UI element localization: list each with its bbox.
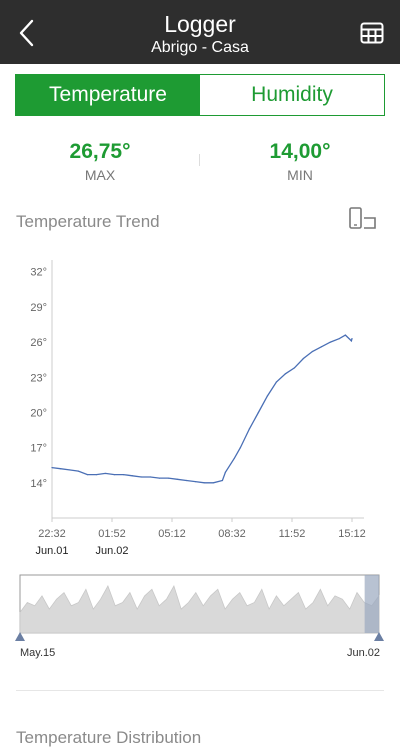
app-header: Logger Abrigo - Casa	[0, 0, 400, 64]
x-axis-ticks: 22:32 01:52 05:12 08:32 11:52 15:12	[38, 518, 366, 540]
chart-axes	[51, 260, 364, 519]
series-point	[68, 469, 70, 471]
series-point	[338, 337, 340, 340]
series-point	[131, 475, 133, 477]
x-date-label: Jun.02	[95, 545, 128, 557]
series-point	[311, 350, 313, 353]
x-tick-label: 22:32	[38, 528, 66, 540]
series-point	[320, 346, 322, 348]
series-point	[224, 471, 226, 473]
table-view-button[interactable]	[360, 21, 384, 45]
series-point	[77, 470, 79, 472]
back-button[interactable]	[14, 18, 42, 48]
series-point	[140, 476, 142, 478]
series-point	[158, 477, 160, 479]
x-date-label: Jun.01	[35, 545, 68, 557]
navigator-selection[interactable]	[364, 575, 379, 633]
series-point	[350, 340, 352, 342]
x-tick-label: 15:12	[338, 528, 366, 540]
series-point	[176, 478, 178, 480]
y-tick-label: 14°	[30, 478, 47, 490]
y-tick-label: 23°	[30, 372, 47, 384]
stats-divider	[199, 154, 200, 166]
series-point	[95, 474, 97, 476]
series-point	[122, 474, 124, 476]
temperature-trend-chart: 32° 29° 26° 23° 20° 17° 14° 22:32 01:52 05:12 08:…	[30, 260, 366, 557]
max-stat: 26,75° MAX	[0, 138, 200, 184]
navigator-end-label: Jun.02	[347, 647, 380, 659]
y-tick-label: 20°	[30, 407, 47, 419]
series-point	[351, 337, 353, 340]
tab-temperature[interactable]: Temperature	[16, 75, 200, 115]
series-point	[221, 479, 223, 482]
navigator-left-handle[interactable]	[15, 632, 25, 641]
y-tick-label: 17°	[30, 443, 47, 455]
chevron-left-icon	[19, 19, 34, 47]
x-tick-label: 11:52	[279, 528, 306, 540]
series-point	[185, 479, 187, 482]
y-tick-label: 29°	[30, 302, 47, 314]
series-point	[149, 476, 151, 478]
series-point	[239, 447, 241, 449]
min-value: 14,00°	[269, 140, 331, 163]
series-point	[86, 474, 88, 476]
series-point	[275, 381, 277, 383]
series-point	[233, 457, 235, 459]
series-point	[266, 395, 268, 397]
y-tick-label: 32°	[30, 267, 47, 279]
section-divider	[16, 690, 384, 691]
stats-summary: 26,75° MAX 14,00° MIN	[0, 138, 400, 190]
table-grid-icon	[360, 22, 384, 44]
temperature-series-line	[51, 334, 353, 484]
temperature-series-points	[51, 334, 353, 484]
max-value: 26,75°	[69, 140, 131, 163]
series-point	[302, 357, 304, 360]
series-point	[293, 367, 295, 369]
x-axis-date-labels: Jun.01 Jun.02	[35, 545, 128, 557]
series-point	[167, 477, 169, 479]
range-navigator[interactable]: May.15 Jun.02	[0, 570, 400, 665]
series-point	[284, 373, 286, 375]
series-point	[113, 474, 115, 476]
min-stat: 14,00° MIN	[200, 138, 400, 184]
series-point	[194, 481, 196, 483]
series-point	[344, 334, 346, 336]
distribution-title: Temperature Distribution	[16, 728, 202, 747]
y-tick-label: 26°	[30, 337, 47, 349]
header-titles: Logger Abrigo - Casa	[60, 10, 340, 58]
navigator-start-label: May.15	[20, 647, 55, 659]
series-point	[248, 428, 250, 430]
series-point	[104, 472, 106, 475]
landscape-toggle-button[interactable]	[348, 207, 378, 231]
max-label: MAX	[84, 167, 116, 183]
series-point	[51, 466, 53, 469]
phone-landscape-icon	[349, 207, 376, 229]
trend-title: Temperature Trend	[16, 212, 160, 231]
navigator-right-handle[interactable]	[374, 632, 384, 641]
series-point	[59, 468, 62, 470]
y-axis-ticks: 32° 29° 26° 23° 20° 17° 14°	[30, 267, 47, 490]
x-tick-label: 08:32	[218, 528, 246, 540]
page-title: Logger	[164, 11, 236, 37]
metric-tabs: Temperature Humidity	[15, 74, 385, 116]
series-point	[212, 482, 214, 484]
navigator-overview-area	[19, 584, 380, 634]
page-subtitle: Abrigo - Casa	[151, 39, 249, 56]
series-point	[329, 341, 331, 343]
series-point	[257, 411, 259, 414]
x-tick-label: 05:12	[158, 528, 186, 540]
min-label: MIN	[287, 167, 313, 183]
x-tick-label: 01:52	[98, 528, 126, 540]
tab-humidity[interactable]: Humidity	[200, 75, 384, 115]
series-point	[203, 482, 205, 484]
